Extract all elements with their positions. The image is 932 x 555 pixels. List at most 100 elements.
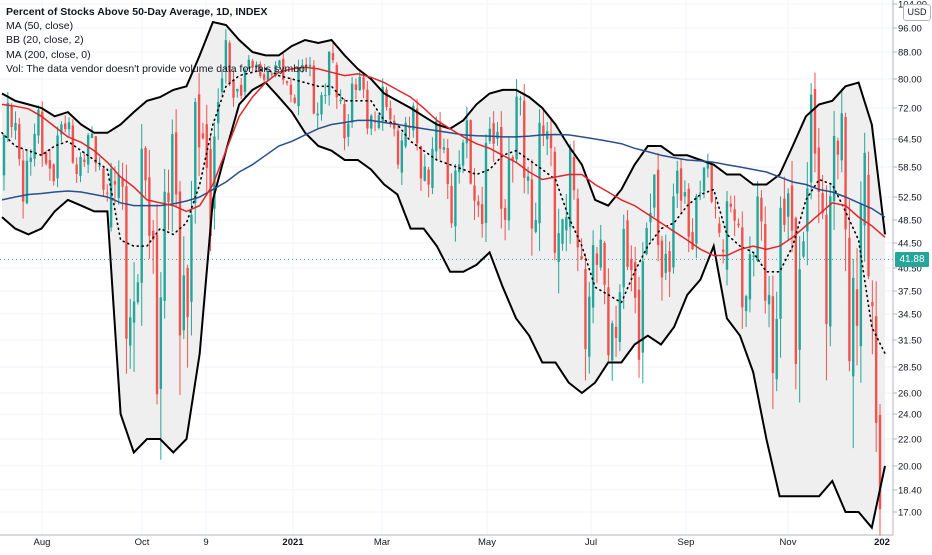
candle-body: [419, 146, 423, 179]
currency-button[interactable]: USD: [903, 4, 931, 21]
candle-body: [308, 64, 312, 67]
x-tick-label: Nov: [780, 537, 797, 548]
candle-body: [653, 174, 656, 208]
candle-body: [649, 212, 652, 223]
candle-body: [500, 126, 503, 209]
candle-body: [18, 124, 21, 160]
y-tick-label: 37.50: [898, 287, 922, 298]
candle-body: [201, 133, 205, 139]
candle-body: [641, 261, 645, 353]
candle-body: [611, 323, 614, 361]
candle-body: [588, 296, 591, 357]
candle-body: [209, 149, 212, 237]
candle-body: [748, 254, 752, 300]
candle-body: [687, 188, 690, 237]
candle-body: [186, 267, 189, 318]
candle-body: [362, 77, 365, 90]
candle-body: [270, 73, 273, 75]
candle-body: [289, 84, 293, 95]
candle-body: [771, 296, 775, 374]
y-tick-label: 26.00: [898, 389, 922, 400]
legend-ma200[interactable]: MA (200, close, 0): [6, 48, 91, 61]
candle-body: [121, 178, 124, 187]
candle-body: [400, 140, 404, 173]
candle-body: [438, 121, 442, 149]
candle-body: [484, 142, 488, 223]
candle-body: [469, 120, 472, 184]
candle-body: [492, 123, 495, 144]
legend-vol[interactable]: Vol: The data vendor doesn't provide vol…: [6, 62, 308, 75]
candle-body: [530, 179, 534, 229]
candle-body: [327, 51, 331, 96]
last-price-label: 41.88: [895, 252, 929, 267]
y-tick-label: 20.00: [898, 462, 922, 473]
candle-body: [668, 251, 671, 272]
candle-body: [848, 237, 851, 362]
y-axis-panel: [894, 0, 932, 550]
candle-body: [496, 131, 499, 139]
candle-body: [282, 58, 285, 80]
candle-body: [737, 223, 740, 226]
candle-body: [90, 133, 94, 138]
x-tick-label: 202: [874, 537, 890, 548]
candle-body: [553, 151, 557, 253]
candle-body: [373, 121, 377, 123]
candle-body: [446, 148, 449, 184]
candle-body: [599, 239, 602, 268]
candle-body: [817, 147, 820, 193]
candle-body: [262, 74, 266, 80]
y-tick-label: 58.50: [898, 163, 922, 174]
candle-body: [729, 203, 733, 207]
candle-body: [305, 64, 308, 67]
candle-body: [752, 255, 755, 257]
candle-body: [714, 207, 717, 209]
y-tick-label: 48.50: [898, 216, 922, 227]
x-tick-label: Sep: [678, 537, 695, 548]
candle-body: [767, 295, 771, 305]
legend-bb[interactable]: BB (20, close, 2): [6, 34, 84, 47]
candle-body: [140, 148, 143, 283]
candle-body: [507, 158, 511, 221]
candle-body: [67, 122, 71, 130]
ma200-line: [1, 119, 886, 218]
candle-body: [217, 102, 220, 124]
candle-body: [806, 188, 809, 232]
candle-body: [415, 108, 419, 144]
candle-body: [676, 170, 679, 194]
candle-body: [21, 160, 25, 202]
candle-body: [354, 84, 358, 90]
candle-body: [878, 414, 882, 510]
candle-body: [656, 169, 660, 246]
candle-body: [825, 214, 828, 325]
candle-body: [526, 176, 530, 181]
candle-body: [125, 186, 128, 339]
candle-body: [41, 111, 44, 156]
y-tick-label: 64.50: [898, 135, 922, 146]
candle-body: [595, 253, 599, 265]
candle-body: [836, 140, 840, 155]
candle-body: [461, 142, 465, 166]
candle-body: [725, 201, 729, 270]
candle-body: [511, 157, 514, 160]
candle-body: [721, 249, 725, 252]
candles: [2, 29, 882, 555]
candle-body: [515, 96, 518, 160]
candle-body: [159, 297, 163, 389]
candle-body: [802, 241, 805, 257]
candle-body: [213, 136, 216, 209]
candle-body: [155, 234, 159, 395]
candle-body: [871, 301, 874, 307]
candle-body: [633, 262, 637, 298]
legend-ma50[interactable]: MA (50, close): [6, 20, 74, 33]
chart-title[interactable]: Percent of Stocks Above 50-Day Average, …: [6, 6, 268, 18]
candle-body: [178, 191, 182, 336]
candle-body: [565, 216, 568, 231]
y-tick-label: 17.00: [898, 508, 922, 519]
candle-body: [113, 181, 117, 185]
chart-legend: Percent of Stocks Above 50-Day Average, …: [6, 5, 307, 76]
candle-body: [423, 166, 426, 181]
candle-body: [366, 89, 369, 129]
